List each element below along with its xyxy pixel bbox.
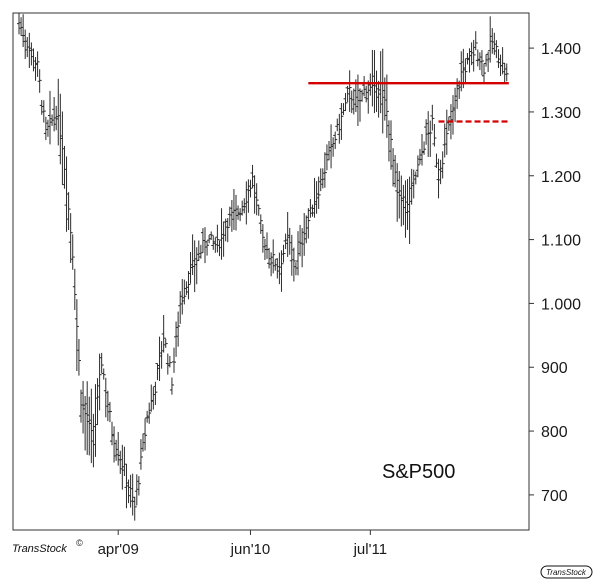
ohlc-bar (271, 239, 276, 274)
ohlc-bar (176, 311, 181, 347)
ohlc-bar (281, 244, 286, 263)
y-tick-label: 900 (541, 360, 568, 377)
index-label: S&P500 (382, 461, 455, 483)
ohlc-bar (101, 368, 106, 380)
ohlc-bar (225, 218, 230, 243)
ohlc-bar (291, 247, 296, 282)
ohlc-bar (99, 352, 104, 374)
ohlc-bar (215, 224, 220, 253)
level-lines (308, 82, 509, 123)
ohlc-bar (316, 176, 321, 209)
ohlc-bar (76, 339, 81, 376)
ohlc-bar (248, 179, 253, 198)
ohlc-bar (473, 31, 478, 51)
y-tick-label: 800 (541, 424, 568, 441)
ohlc-bar (163, 338, 168, 348)
ohlc-bar (306, 208, 311, 239)
ohlc-bar (41, 100, 46, 123)
x-tick-label: jun'10 (230, 541, 271, 558)
ohlc-bar (430, 104, 435, 131)
ohlc-bar (384, 74, 389, 138)
ohlc-bar (322, 152, 327, 188)
ohlc-bar (143, 418, 148, 451)
ohlc-bar (186, 271, 191, 300)
ohlc-bar (209, 231, 214, 241)
y-tick-label: 1.000 (541, 296, 581, 313)
ohlc-bar (279, 250, 284, 292)
brand-badge-box (540, 565, 593, 579)
ohlc-bar (72, 268, 77, 310)
ohlc-bar (169, 377, 174, 395)
x-tick-label: apr'09 (98, 541, 139, 558)
ohlc-bar (74, 299, 79, 371)
ohlc-bar (70, 234, 75, 270)
ohlc-bar (205, 240, 210, 256)
ohlc-bar (347, 70, 352, 112)
ohlc-bar (172, 347, 176, 373)
y-tick-label: 1.300 (541, 105, 581, 122)
ohlc-bar (479, 50, 484, 76)
ohlc-bar (463, 58, 468, 83)
ohlc-bar (494, 40, 499, 59)
price-bars (17, 12, 509, 521)
y-tick-label: 1.400 (541, 41, 581, 58)
brand-badge: TransStock (540, 565, 593, 579)
ohlc-bar (68, 213, 73, 264)
ohlc-bar (153, 381, 158, 406)
ohlc-bar (254, 183, 259, 216)
ohlc-bar (107, 401, 112, 423)
ohlc-bar (147, 402, 152, 424)
ohlc-bar (136, 476, 141, 496)
ohlc-bar (415, 155, 420, 178)
ohlc-bar (182, 279, 187, 305)
ohlc-bar (422, 141, 427, 155)
brand-badge-label: TransStock (546, 568, 587, 577)
ohlc-bar (66, 192, 71, 230)
ohlc-bar (440, 151, 445, 179)
ohlc-bar (37, 69, 42, 93)
ohlc-bar (138, 439, 143, 470)
y-tick-label: 1.200 (541, 169, 581, 186)
ohlc-bar (432, 124, 437, 147)
ohlc-bar (504, 63, 509, 82)
ohlc-bar (343, 92, 348, 111)
ohlc-bar (132, 496, 137, 521)
ohlc-bar (482, 63, 486, 84)
ohlc-bar (35, 51, 40, 77)
ohlc-bar (339, 103, 344, 140)
ohlc-bar (256, 204, 261, 216)
ohlc-bar (471, 39, 476, 72)
ohlc-bar (161, 314, 166, 353)
ohlc-bar (333, 131, 338, 150)
ohlc-bar (258, 214, 263, 234)
ohlc-bar (389, 120, 393, 170)
x-tick-label: jul'11 (353, 541, 387, 558)
y-tick-label: 700 (541, 488, 568, 505)
brand-name: TransStock (12, 543, 67, 555)
y-axis: 700 800 900 1.000 1.100 1.200 1.300 1.400 (529, 41, 581, 505)
brand-mark: © (76, 538, 83, 548)
ohlc-bar (260, 224, 265, 253)
y-tick-label: 1.100 (541, 233, 581, 250)
x-axis: apr'09 jun'10 jul'11 (98, 530, 387, 558)
ohlc-bar (428, 120, 433, 157)
brand-left: TransStock © (12, 538, 83, 555)
ohlc-bar (167, 355, 172, 368)
ohlc-bar (444, 109, 449, 155)
ohlc-bar (97, 353, 102, 411)
